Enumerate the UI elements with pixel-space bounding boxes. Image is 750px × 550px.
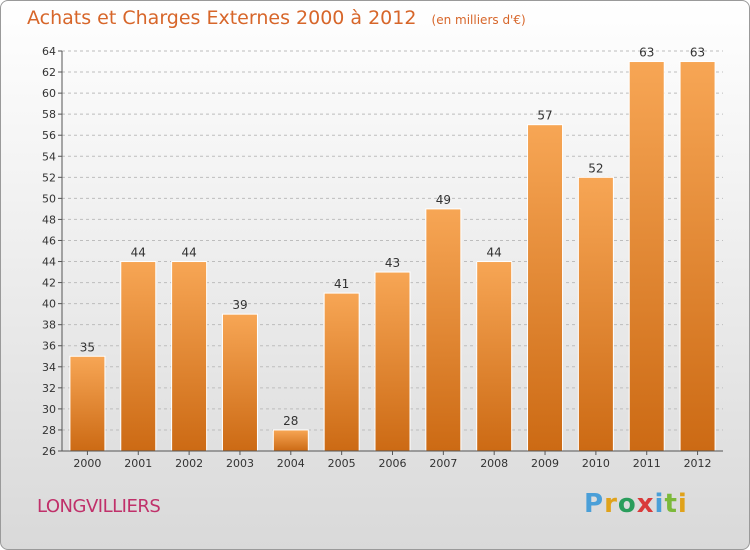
x-tick-label: 2011: [633, 457, 661, 470]
chart-title-text: Achats et Charges Externes 2000 à 2012: [27, 7, 417, 29]
y-tick-label: 56: [42, 129, 56, 142]
x-axis: 2000 2001 2002 2003 2004 2005 2006 2007 2008 2009…: [62, 450, 723, 470]
bar-value-label: 52: [588, 161, 603, 175]
y-tick-label: 52: [42, 171, 56, 184]
x-tick-label: 2008: [480, 457, 508, 470]
logo-letter: i: [677, 489, 688, 519]
bar-2002: [171, 261, 208, 452]
bar-value-label: 63: [639, 46, 654, 60]
x-tick-label: 2007: [429, 457, 457, 470]
logo-letter: t: [664, 489, 678, 519]
bar-2010: [577, 176, 614, 452]
bar-2005: [323, 292, 360, 452]
y-tick-label: 42: [42, 277, 56, 290]
logo-letter: o: [617, 489, 637, 519]
y-tick-label: 38: [42, 319, 56, 332]
y-axis: 26 28 30 32 34 36 38 40 42 44 46 48 50 52 54 56 58 60 62 64: [42, 45, 63, 458]
bar-2009: [527, 124, 564, 452]
bar-value-label: 44: [181, 246, 196, 260]
bar-2006: [374, 271, 411, 452]
y-tick-label: 62: [42, 66, 56, 79]
logo-letter: P: [584, 489, 605, 519]
bar-2004: [272, 429, 309, 452]
y-tick-label: 64: [42, 45, 56, 58]
logo-letter: i: [654, 489, 665, 519]
x-tick-label: 2001: [124, 457, 152, 470]
bar-value-label: 35: [80, 340, 95, 354]
y-tick-label: 50: [42, 192, 56, 205]
logo-letter: x: [636, 489, 655, 519]
chart-title: Achats et Charges Externes 2000 à 2012 (…: [27, 7, 526, 29]
bar-2008: [476, 261, 513, 452]
y-tick-label: 28: [42, 424, 56, 437]
y-tick-label: 30: [42, 403, 56, 416]
bar-value-label: 43: [385, 256, 400, 270]
x-tick-label: 2004: [277, 457, 305, 470]
y-tick-label: 60: [42, 87, 56, 100]
bar-2000: [69, 355, 106, 452]
bar-2012: [679, 61, 716, 452]
bar-2007: [425, 208, 462, 452]
bar-2011: [628, 61, 665, 452]
y-tick-label: 48: [42, 213, 56, 226]
logo-letter: r: [604, 489, 618, 519]
bar-value-label: 63: [690, 46, 705, 60]
y-tick-label: 26: [42, 445, 56, 458]
bar-value-label: 44: [487, 246, 502, 260]
x-tick-label: 2003: [226, 457, 254, 470]
bars: 35 44 44 39 28 41 43 49 44 57 52 63 63: [69, 46, 716, 452]
proxiti-logo[interactable]: Proxiti: [584, 489, 688, 519]
y-tick-label: 58: [42, 108, 56, 121]
y-tick-label: 54: [42, 150, 56, 163]
bar-value-label: 41: [334, 277, 349, 291]
y-tick-label: 32: [42, 382, 56, 395]
bar-value-label: 49: [436, 193, 451, 207]
y-tick-label: 36: [42, 340, 56, 353]
x-tick-label: 2002: [175, 457, 203, 470]
chart-unit: (en milliers d'€): [431, 13, 526, 27]
y-tick-label: 40: [42, 298, 56, 311]
y-tick-label: 44: [42, 256, 56, 269]
bar-2001: [120, 261, 157, 452]
x-tick-label: 2005: [328, 457, 356, 470]
x-tick-label: 2006: [379, 457, 407, 470]
bar-2003: [221, 313, 258, 452]
x-tick-label: 2009: [531, 457, 559, 470]
bar-value-label: 39: [232, 298, 247, 312]
x-tick-label: 2000: [73, 457, 101, 470]
x-tick-label: 2010: [582, 457, 610, 470]
x-tick-label: 2012: [684, 457, 712, 470]
y-tick-label: 46: [42, 234, 56, 247]
y-tick-label: 34: [42, 361, 56, 374]
location-label: LONGVILLIERS: [37, 496, 161, 517]
bar-value-label: 44: [131, 246, 146, 260]
bar-value-label: 57: [537, 109, 552, 123]
bar-value-label: 28: [283, 414, 298, 428]
